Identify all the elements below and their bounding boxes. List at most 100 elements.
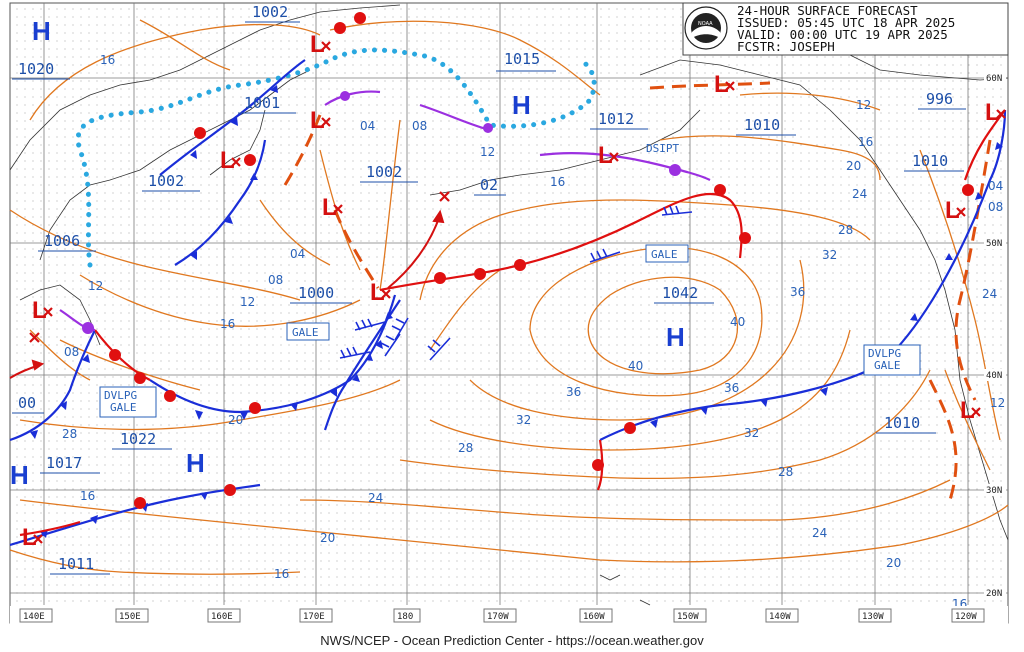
svg-text:08: 08 xyxy=(412,119,427,133)
high-symbol: H xyxy=(10,460,29,490)
high-symbol: H xyxy=(512,90,531,120)
dvlpg-text: DVLPG GALE xyxy=(868,347,901,372)
svg-text:40: 40 xyxy=(730,315,745,329)
svg-text:16: 16 xyxy=(550,175,565,189)
high-centers: H H H H H xyxy=(10,16,685,490)
svg-text:160W: 160W xyxy=(583,612,605,622)
svg-text:1002: 1002 xyxy=(148,172,184,190)
svg-text:40N: 40N xyxy=(986,371,1002,381)
svg-text:140E: 140E xyxy=(23,612,45,622)
svg-text:140W: 140W xyxy=(769,612,791,622)
forecast-header: NOAA 24-HOUR SURFACE FORECAST ISSUED: 05… xyxy=(682,2,1009,56)
svg-text:1012: 1012 xyxy=(598,110,634,128)
svg-text:1002: 1002 xyxy=(252,3,288,21)
svg-text:20: 20 xyxy=(228,413,243,427)
svg-text:36: 36 xyxy=(724,381,739,395)
svg-text:08: 08 xyxy=(64,345,79,359)
low-symbol: L xyxy=(598,142,613,169)
svg-text:24: 24 xyxy=(852,187,867,201)
svg-text:28: 28 xyxy=(62,427,77,441)
svg-text:00: 00 xyxy=(18,394,36,412)
pressure-labels: 1002 1020 1001 1002 1006 1002 02 1015 10… xyxy=(12,3,966,575)
svg-text:150E: 150E xyxy=(119,612,141,622)
dvlpg-text: DVLPG GALE xyxy=(104,389,137,414)
footer-credit: NWS/NCEP - Ocean Prediction Center - htt… xyxy=(320,633,704,648)
low-symbol: L xyxy=(945,197,960,224)
occluded-front-symbols xyxy=(82,91,681,334)
noaa-logo: NOAA xyxy=(684,6,728,50)
svg-text:1011: 1011 xyxy=(58,555,94,573)
svg-text:32: 32 xyxy=(516,413,531,427)
dvlpg-gale-box-1: DVLPG GALE xyxy=(99,386,157,418)
svg-text:12: 12 xyxy=(990,396,1005,410)
wind-barbs xyxy=(339,205,693,361)
svg-text:996: 996 xyxy=(926,90,953,108)
svg-text:1015: 1015 xyxy=(504,50,540,68)
longitude-labels: 140E 150E 160E 170E 180 170W 160W 150W 1… xyxy=(10,606,1008,624)
low-symbol: L xyxy=(32,297,47,324)
svg-text:50N: 50N xyxy=(986,239,1002,249)
gale-box-2: GALE xyxy=(645,244,689,263)
svg-text:24: 24 xyxy=(982,287,997,301)
svg-text:170W: 170W xyxy=(487,612,509,622)
latitude-labels: 60N 50N 40N 30N 20N xyxy=(984,72,1006,599)
low-symbol: L xyxy=(310,107,325,134)
header-title: 24-HOUR SURFACE FORECAST xyxy=(737,3,918,18)
low-symbol: L xyxy=(322,194,337,221)
map-background xyxy=(10,3,1008,623)
svg-text:36: 36 xyxy=(790,285,805,299)
low-centers: L L L L L L L L L L L L xyxy=(22,31,1000,551)
low-symbol: L xyxy=(310,31,325,58)
svg-text:04: 04 xyxy=(360,119,375,133)
svg-text:28: 28 xyxy=(778,465,793,479)
svg-text:16: 16 xyxy=(220,317,235,331)
svg-text:12: 12 xyxy=(88,279,103,293)
header-forecaster: FCSTR: JOSEPH xyxy=(737,39,835,54)
svg-text:02: 02 xyxy=(480,176,498,194)
svg-text:04: 04 xyxy=(988,179,1003,193)
svg-text:32: 32 xyxy=(744,426,759,440)
svg-text:16: 16 xyxy=(274,567,289,581)
low-symbol: L xyxy=(714,71,729,98)
troughs xyxy=(283,81,992,501)
svg-text:16: 16 xyxy=(100,53,115,67)
svg-text:08: 08 xyxy=(988,200,1003,214)
dvlpg-gale-box-2: DVLPG GALE xyxy=(863,344,921,376)
svg-text:180: 180 xyxy=(397,612,413,622)
high-symbol: H xyxy=(186,448,205,478)
isobar-labels: 16 04 08 12 16 12 20 24 28 32 36 08 04 1… xyxy=(62,53,1005,611)
svg-text:160E: 160E xyxy=(211,612,233,622)
svg-text:1010: 1010 xyxy=(884,414,920,432)
svg-text:1042: 1042 xyxy=(662,284,698,302)
svg-text:120W: 120W xyxy=(955,612,977,622)
svg-text:20: 20 xyxy=(320,531,335,545)
low-symbol: L xyxy=(220,147,235,174)
svg-text:GALE: GALE xyxy=(292,326,319,339)
svg-text:12: 12 xyxy=(480,145,495,159)
header-valid: VALID: 00:00 UTC 19 APR 2025 xyxy=(737,27,948,42)
ridge-line xyxy=(75,47,597,268)
storm-track-arrows xyxy=(9,209,445,379)
warm-fronts xyxy=(19,109,1006,537)
svg-text:1002: 1002 xyxy=(366,163,402,181)
svg-text:24: 24 xyxy=(368,491,383,505)
low-symbol: L xyxy=(370,279,385,306)
svg-text:04: 04 xyxy=(290,247,305,261)
svg-text:16: 16 xyxy=(858,135,873,149)
svg-text:20: 20 xyxy=(846,159,861,173)
svg-text:28: 28 xyxy=(838,223,853,237)
svg-text:12: 12 xyxy=(240,295,255,309)
svg-text:1010: 1010 xyxy=(744,116,780,134)
coastlines xyxy=(9,4,1009,606)
low-symbol: L xyxy=(985,99,1000,126)
dsipt-label: DSIPT xyxy=(646,142,679,155)
high-symbol: H xyxy=(32,16,51,46)
noaa-logo-text: NOAA xyxy=(698,21,713,27)
svg-text:40: 40 xyxy=(628,359,643,373)
gale-box-1: GALE xyxy=(286,322,330,341)
svg-text:1020: 1020 xyxy=(18,60,54,78)
svg-text:1000: 1000 xyxy=(298,284,334,302)
svg-text:60N: 60N xyxy=(986,74,1002,84)
header-issued: ISSUED: 05:45 UTC 18 APR 2025 xyxy=(737,15,955,30)
svg-text:28: 28 xyxy=(458,441,473,455)
